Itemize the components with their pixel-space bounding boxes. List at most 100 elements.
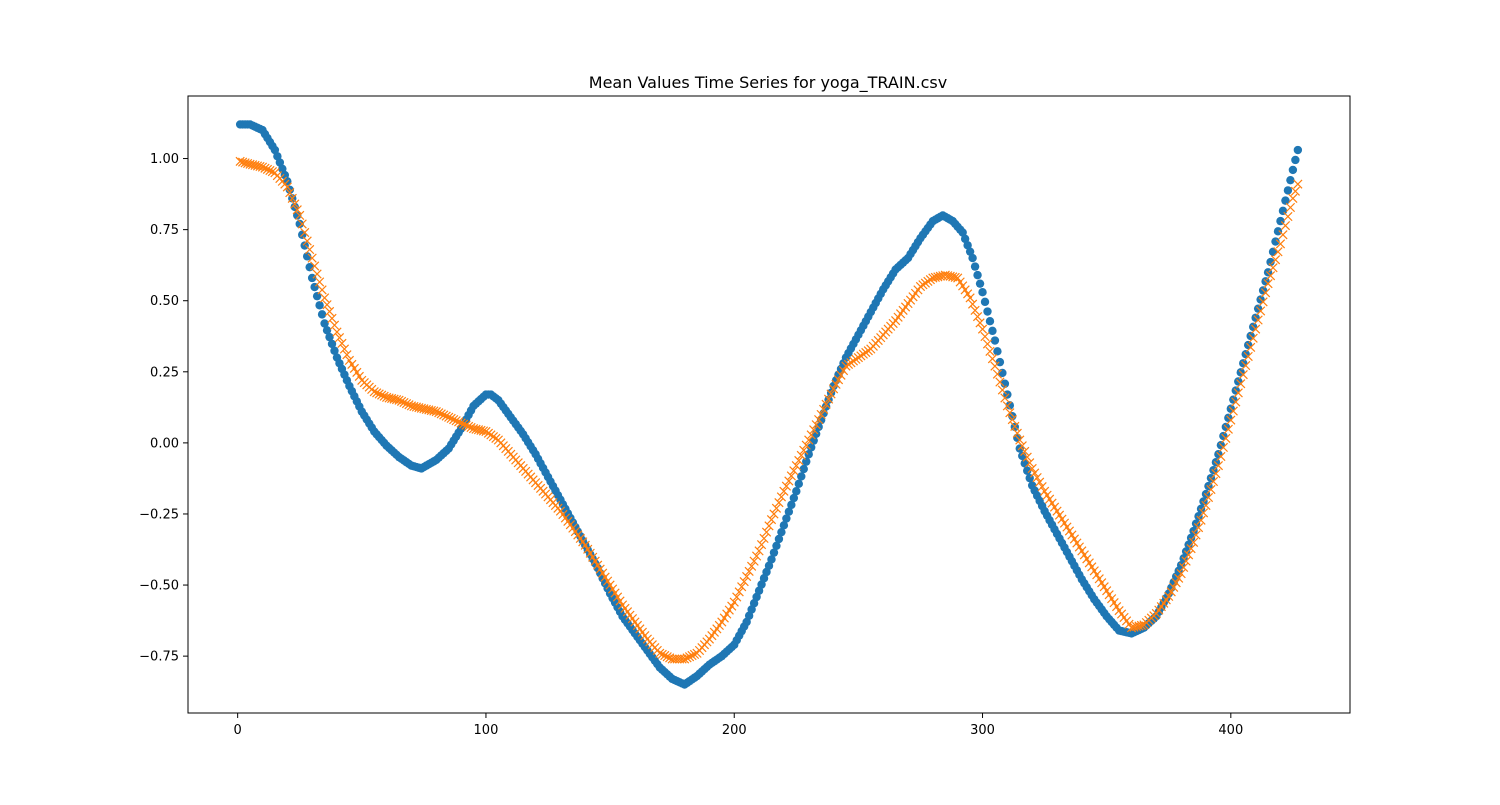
series-1-point — [1186, 544, 1196, 554]
series-1-point — [1258, 297, 1268, 307]
x-tick-label: 100 — [474, 723, 499, 738]
series-1-point — [833, 375, 844, 385]
series-1-point — [1265, 271, 1276, 281]
series-0-point — [963, 241, 972, 250]
series-1-point — [684, 652, 695, 662]
x-tick-label: 300 — [970, 723, 995, 738]
series-1-point — [1181, 556, 1191, 566]
series-1-point — [739, 577, 749, 587]
series-1-point — [786, 471, 796, 481]
series-0-point — [1286, 175, 1295, 185]
series-1-point — [836, 370, 846, 380]
series-1-point — [953, 273, 963, 283]
series-1-point — [1203, 492, 1214, 503]
series-1-point — [322, 300, 332, 310]
series-1-point — [585, 548, 595, 558]
series-0-point — [1194, 512, 1203, 521]
series-1-point — [687, 650, 697, 661]
series-1-point — [1064, 526, 1075, 536]
series-1-point — [1012, 428, 1022, 438]
series-0-point — [784, 507, 794, 516]
series-1-point — [1136, 620, 1147, 631]
series-1-point — [977, 324, 988, 334]
series-1-point — [1275, 239, 1286, 249]
series-1-point — [1069, 534, 1080, 544]
series-1-point — [1193, 522, 1204, 533]
series-1-point — [975, 318, 985, 328]
series-0-point — [965, 247, 975, 256]
series-1-point — [992, 369, 1003, 379]
y-tick-label: −0.25 — [139, 507, 179, 522]
series-1-point — [300, 227, 310, 238]
series-1-point — [831, 379, 841, 389]
series-1-point — [456, 418, 466, 428]
series-1-point — [801, 440, 811, 450]
series-1-point — [1188, 537, 1199, 548]
series-1-point — [717, 617, 727, 627]
series-1-point — [818, 404, 829, 414]
series-1-point — [1087, 562, 1097, 572]
series-0-point — [307, 273, 317, 283]
series-1-point — [1007, 414, 1017, 425]
series-0-point — [960, 234, 970, 244]
series-1-point — [1174, 573, 1184, 583]
series-1-point — [828, 384, 839, 394]
series-1-point — [446, 413, 456, 424]
series-1-point — [995, 377, 1005, 387]
series-1-point — [1104, 590, 1114, 600]
series-1-point — [799, 445, 809, 455]
series-0-point — [983, 307, 992, 316]
series-1-point — [463, 421, 474, 432]
series-0-point — [320, 319, 329, 328]
series-1-point — [1077, 546, 1087, 556]
series-1-point — [722, 609, 732, 619]
series-1-point — [1049, 502, 1060, 512]
series-1-point — [600, 572, 610, 582]
chart-title: Mean Values Time Series for yoga_TRAIN.c… — [589, 73, 947, 93]
series-0-point — [767, 555, 776, 564]
series-0-point — [1288, 165, 1298, 175]
series-1-point — [1005, 408, 1015, 418]
series-1-point — [1062, 522, 1072, 532]
series-0-point — [782, 514, 791, 523]
series-0-point — [302, 252, 312, 261]
series-1-point — [374, 389, 384, 399]
series-1-point — [766, 515, 777, 525]
series-1-point — [1109, 598, 1119, 608]
series-1-point — [1094, 574, 1104, 584]
series-0-point — [769, 548, 779, 557]
series-1-point — [396, 396, 407, 406]
series-1-point — [814, 414, 824, 425]
series-0-point — [1196, 504, 1206, 514]
series-1-point — [1213, 461, 1224, 471]
series-1-point — [982, 339, 993, 349]
y-tick-label: 0.25 — [150, 365, 179, 380]
series-1-point — [1228, 406, 1238, 416]
series-1-point — [1223, 424, 1233, 434]
series-0-point — [1283, 186, 1293, 195]
series-0-point — [968, 253, 977, 263]
series-1-point — [292, 205, 302, 215]
series-1-point — [1233, 388, 1243, 398]
series-1-point — [1201, 500, 1211, 511]
series-1-point — [970, 305, 980, 316]
series-0-point — [988, 326, 997, 336]
series-1-point — [1211, 468, 1221, 479]
series-1-point — [1084, 558, 1094, 568]
series-1-point — [1251, 324, 1261, 334]
series-0-point — [295, 219, 304, 229]
series-0-point — [1184, 540, 1193, 549]
series-1-point — [967, 299, 978, 309]
series-1-point — [1218, 442, 1228, 453]
series-1-point — [260, 163, 270, 173]
series-1-point — [1102, 586, 1112, 596]
series-0-point — [1023, 466, 1032, 475]
series-1-point — [310, 261, 320, 271]
series-1-point — [1059, 518, 1070, 528]
y-tick-label: −0.75 — [139, 650, 179, 665]
series-1-point — [319, 293, 330, 303]
series-1-point — [987, 354, 998, 364]
series-1-point — [821, 399, 831, 409]
series-0-point — [1271, 237, 1280, 246]
